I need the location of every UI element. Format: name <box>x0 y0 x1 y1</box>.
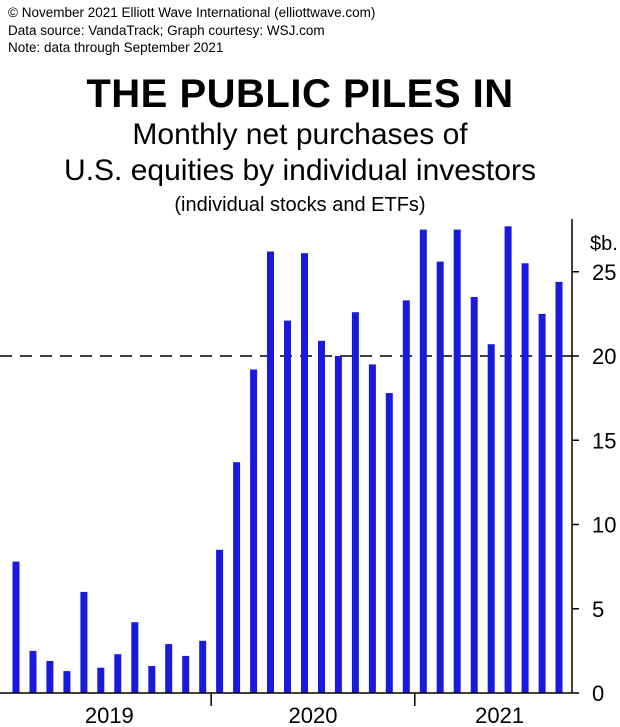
copyright-text: © November 2021 Elliott Wave Internation… <box>8 5 376 20</box>
bar <box>538 313 546 693</box>
bar <box>368 364 376 693</box>
bar <box>29 650 37 693</box>
x-year-label: 2019 <box>85 703 134 727</box>
bar <box>63 671 71 693</box>
note-text: Note: data through September 2021 <box>8 40 224 55</box>
y-tick-label: 25 <box>592 260 616 285</box>
bar <box>334 356 342 693</box>
x-year-label: 2021 <box>475 703 524 727</box>
y-tick-label: 20 <box>592 344 616 369</box>
bar <box>351 312 359 693</box>
bar <box>402 300 410 693</box>
bar <box>470 297 478 693</box>
y-tick-label: 0 <box>592 681 604 706</box>
chart-subtitle-line1: Monthly net purchases of <box>132 118 468 151</box>
bar <box>182 655 190 693</box>
bar <box>301 253 308 693</box>
bar <box>46 661 54 693</box>
bar <box>131 622 139 693</box>
y-tick-label: 15 <box>592 428 616 453</box>
bar <box>165 644 173 693</box>
bar <box>199 640 207 693</box>
bar <box>504 226 512 694</box>
bar <box>80 591 88 693</box>
chart-subtitle-line2: U.S. equities by individual investors <box>64 154 536 187</box>
data-source-text: Data source: VandaTrack; Graph courtesy:… <box>8 23 325 38</box>
bar <box>114 654 122 693</box>
bar <box>250 369 258 693</box>
bar <box>148 666 156 693</box>
bar <box>233 462 241 693</box>
y-axis-unit-label: $b. <box>590 233 618 255</box>
bar <box>419 229 427 693</box>
bar <box>284 320 291 693</box>
bar <box>487 344 495 693</box>
bar <box>12 561 20 693</box>
y-tick-label: 5 <box>592 597 604 622</box>
bar <box>436 261 444 693</box>
chart-subtitle-line3: (individual stocks and ETFs) <box>174 194 426 216</box>
bar <box>216 549 224 693</box>
bar <box>555 281 563 693</box>
bar <box>318 340 325 693</box>
bar <box>453 229 461 693</box>
bar <box>97 667 105 693</box>
chart-title: THE PUBLIC PILES IN <box>86 72 514 116</box>
x-year-label: 2020 <box>288 703 337 727</box>
bar <box>385 393 393 693</box>
bar <box>521 263 529 693</box>
bar <box>267 251 274 693</box>
y-tick-label: 10 <box>592 513 616 538</box>
